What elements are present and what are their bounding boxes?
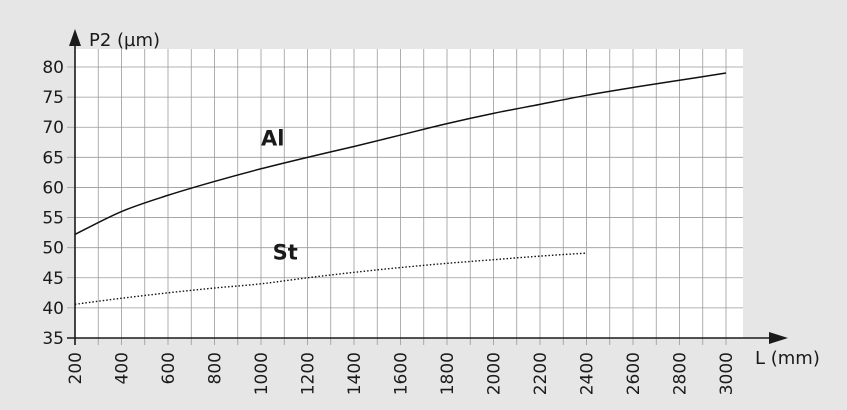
- y-tick-label: 70: [42, 118, 64, 138]
- x-tick-label: 1600: [392, 352, 412, 395]
- y-tick-labels: 35 40 45 50 55 60 65 70 75 80: [42, 58, 64, 349]
- y-tick-label: 80: [42, 58, 64, 78]
- series-lines: [74, 72, 727, 305]
- series-label-al: Al: [261, 126, 284, 150]
- series-line-st: [74, 252, 587, 305]
- series-label-st: St: [273, 241, 298, 265]
- y-axis-label: P2 (µm): [89, 30, 160, 51]
- x-tick-label: 2400: [578, 352, 598, 395]
- grid: [67, 49, 743, 345]
- x-tick-label: 800: [206, 352, 226, 384]
- x-tick-label: 2800: [671, 352, 691, 395]
- y-axis-arrow: [69, 29, 81, 46]
- x-axis-arrow: [769, 332, 788, 344]
- y-tick-label: 50: [42, 239, 64, 259]
- x-tick-label: 400: [113, 352, 133, 384]
- x-tick-label: 200: [66, 352, 86, 384]
- axes: [67, 29, 788, 345]
- y-tick-label: 75: [42, 88, 64, 108]
- x-tick-label: 1000: [252, 352, 272, 395]
- x-tick-label: 2000: [485, 352, 505, 395]
- x-tick-label: 1800: [438, 352, 458, 395]
- x-tick-label: 1200: [299, 352, 319, 395]
- series-labels: Al St: [261, 126, 298, 264]
- y-tick-label: 55: [42, 209, 64, 229]
- y-tick-label: 40: [42, 299, 64, 319]
- y-tick-label: 45: [42, 269, 64, 289]
- x-tick-label: 2200: [531, 352, 551, 395]
- x-tick-labels: 200 400 600 800 1000 1200 1400 1600 1800 2000 2200…: [66, 352, 737, 395]
- x-tick-label: 600: [159, 352, 179, 384]
- y-tick-label: 65: [42, 148, 64, 168]
- x-tick-label: 3000: [717, 352, 737, 395]
- x-axis-label: L (mm): [755, 348, 820, 369]
- series-line-al: [74, 72, 727, 236]
- y-tick-label: 35: [42, 329, 64, 349]
- x-tick-label: 2600: [624, 352, 644, 395]
- x-tick-label: 1400: [345, 352, 365, 395]
- y-tick-label: 60: [42, 178, 64, 198]
